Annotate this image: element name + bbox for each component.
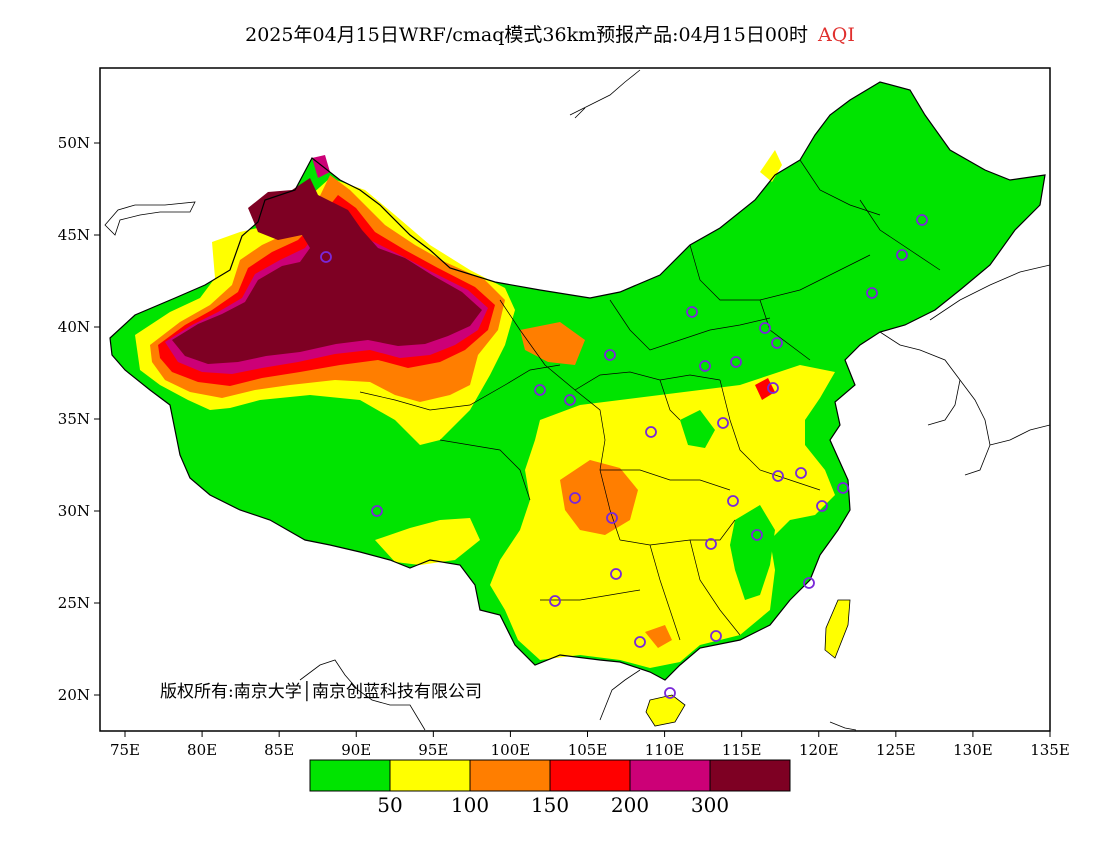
lat-tick-label: 30N: [58, 502, 90, 520]
china-border: [109, 81, 1046, 681]
aqi-sensitive-gansu: [520, 322, 585, 365]
colorbar-swatch: [629, 759, 711, 792]
lat-tick-label: 45N: [58, 226, 90, 244]
aqi-colorbar: 50 100 150 200 300: [309, 759, 791, 817]
title-main: 2025年04月15日WRF/cmaq模式36km预报产品:04月15日00时: [245, 24, 809, 46]
lon-tick-label: 95E: [418, 741, 448, 759]
aqi-very-unhealthy-north-tip: [312, 155, 330, 178]
aqi-sensitive-guangxi: [645, 625, 672, 648]
lon-tick-label: 100E: [491, 741, 531, 759]
colorbar-swatch: [549, 759, 631, 792]
lon-tick-label: 115E: [722, 741, 762, 759]
lon-tick-label: 120E: [799, 741, 839, 759]
colorbar-swatch: [469, 759, 551, 792]
hainan-island: [645, 694, 686, 727]
balkhash-coast: [104, 201, 196, 236]
taiwan-island: [824, 599, 851, 659]
map-frame: [99, 67, 1051, 732]
aqi-good-jiangsu-hole: [730, 505, 775, 600]
aqi-good-north-hole: [680, 410, 715, 448]
aqi-hazardous-xinjiang: [172, 178, 482, 364]
lon-tick-label: 135E: [1030, 741, 1070, 759]
monitoring-sites: [320, 214, 928, 699]
province-boundaries-north: [609, 159, 881, 421]
colorbar-swatch: [309, 759, 391, 792]
colorbar-label: 200: [611, 793, 649, 817]
latitude-axis: 50N 45N 40N 35N 30N 25N 20N: [58, 134, 100, 704]
lat-tick-label: 20N: [58, 686, 90, 704]
map-plot-area: 版权所有:南京大学│南京创蓝科技有限公司: [104, 69, 1050, 731]
lat-tick-label: 35N: [58, 410, 90, 428]
lon-tick-label: 80E: [187, 741, 217, 759]
colorbar-label: 300: [691, 793, 729, 817]
colorbar-swatch: [389, 759, 471, 792]
lat-tick-label: 40N: [58, 318, 90, 336]
aqi-moderate-south-tibet: [375, 518, 480, 565]
title-variable: AQI: [818, 24, 855, 46]
lat-tick-label: 50N: [58, 134, 90, 152]
lon-tick-label: 130E: [953, 741, 993, 759]
lon-tick-label: 110E: [645, 741, 685, 759]
colorbar-swatch: [709, 759, 791, 792]
aqi-sensitive-sichuan: [560, 460, 638, 535]
map-title: 2025年04月15日WRF/cmaq模式36km预报产品:04月15日00时 A…: [0, 20, 1100, 47]
lon-tick-label: 105E: [568, 741, 608, 759]
lon-tick-label: 75E: [110, 741, 140, 759]
lon-tick-label: 85E: [264, 741, 294, 759]
colorbar-label: 150: [531, 793, 569, 817]
lon-tick-label: 125E: [876, 741, 916, 759]
korea-japan-coast: [879, 264, 1050, 476]
copyright-text: 版权所有:南京大学│南京创蓝科技有限公司: [160, 681, 482, 702]
lat-tick-label: 25N: [58, 594, 90, 612]
southeast-asia-coast: [299, 659, 857, 731]
lon-tick-label: 90E: [341, 741, 371, 759]
mongolia-russia-lake: [569, 69, 641, 119]
colorbar-label: 100: [451, 793, 489, 817]
longitude-axis: 75E 80E 85E 90E 95E 100E 105E 110E 115E 120E 125E 1…: [110, 731, 1070, 759]
colorbar-label: 50: [377, 793, 402, 817]
